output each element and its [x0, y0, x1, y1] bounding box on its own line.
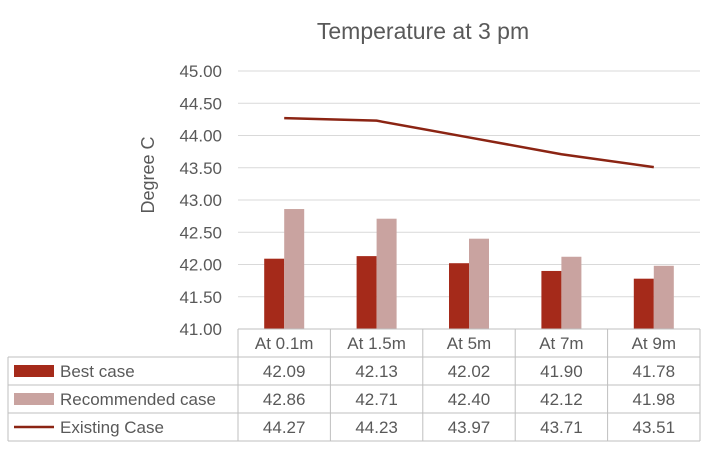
- bar-best-case: [541, 270, 562, 329]
- y-tick-label: 45.00: [179, 62, 222, 81]
- y-tick-label: 41.00: [179, 320, 222, 339]
- data-label: 44.27: [263, 418, 306, 437]
- data-label: 42.12: [540, 390, 583, 409]
- bar-recommended-case: [561, 256, 582, 329]
- x-tick-label: At 7m: [539, 334, 583, 353]
- line-existing-case: [284, 116, 654, 169]
- legend-entry: Best case: [60, 362, 135, 381]
- data-label: 42.86: [263, 390, 306, 409]
- bar-best-case: [356, 256, 377, 329]
- bar-best-case: [633, 278, 654, 329]
- y-tick-label: 43.50: [179, 159, 222, 178]
- data-label: 42.71: [355, 390, 398, 409]
- data-label: 42.02: [448, 362, 491, 381]
- bar-best-case: [449, 263, 469, 329]
- y-tick-label: 44.00: [179, 127, 222, 146]
- y-tick-label: 42.00: [179, 256, 222, 275]
- x-tick-label: At 1.5m: [347, 334, 406, 353]
- data-label: 42.09: [263, 362, 306, 381]
- data-label: 42.40: [448, 390, 491, 409]
- bar-recommended-case: [376, 218, 397, 329]
- line-series: [284, 116, 654, 169]
- data-label: 42.13: [355, 362, 398, 381]
- data-label: 43.71: [540, 418, 583, 437]
- bar-recommended-case: [653, 265, 674, 329]
- data-label: 41.98: [633, 390, 676, 409]
- y-tick-label: 41.50: [179, 288, 222, 307]
- chart-title: Temperature at 3 pm: [317, 18, 529, 44]
- bar-recommended-case: [469, 238, 489, 329]
- bar-recommended-case: [284, 209, 305, 329]
- data-label: 41.78: [633, 362, 676, 381]
- data-label: 43.97: [448, 418, 491, 437]
- y-axis-label: Degree C: [138, 136, 158, 213]
- legend-entry: Existing Case: [60, 418, 164, 437]
- legend-swatch: [14, 393, 54, 405]
- data-label: 43.51: [633, 418, 676, 437]
- y-tick-label: 44.50: [179, 94, 222, 113]
- x-tick-label: At 5m: [447, 334, 491, 353]
- gridlines: [238, 70, 700, 298]
- y-tick-label: 43.00: [179, 191, 222, 210]
- y-axis-ticks: 45.00 44.50 44.00 43.50 43.00 42.50 42.00 41.50…: [179, 62, 222, 339]
- legend-swatch: [14, 365, 54, 377]
- y-tick-label: 42.50: [179, 223, 222, 242]
- bar-best-case: [264, 258, 285, 329]
- x-tick-label: At 9m: [632, 334, 676, 353]
- data-table: At 0.1m At 1.5m At 5m At 7m At 9m Best case 42…: [7, 328, 701, 442]
- data-label: 41.90: [540, 362, 583, 381]
- legend-entry: Recommended case: [60, 390, 216, 409]
- data-label: 44.23: [355, 418, 398, 437]
- bar-series: [264, 209, 674, 329]
- x-tick-label: At 0.1m: [255, 334, 314, 353]
